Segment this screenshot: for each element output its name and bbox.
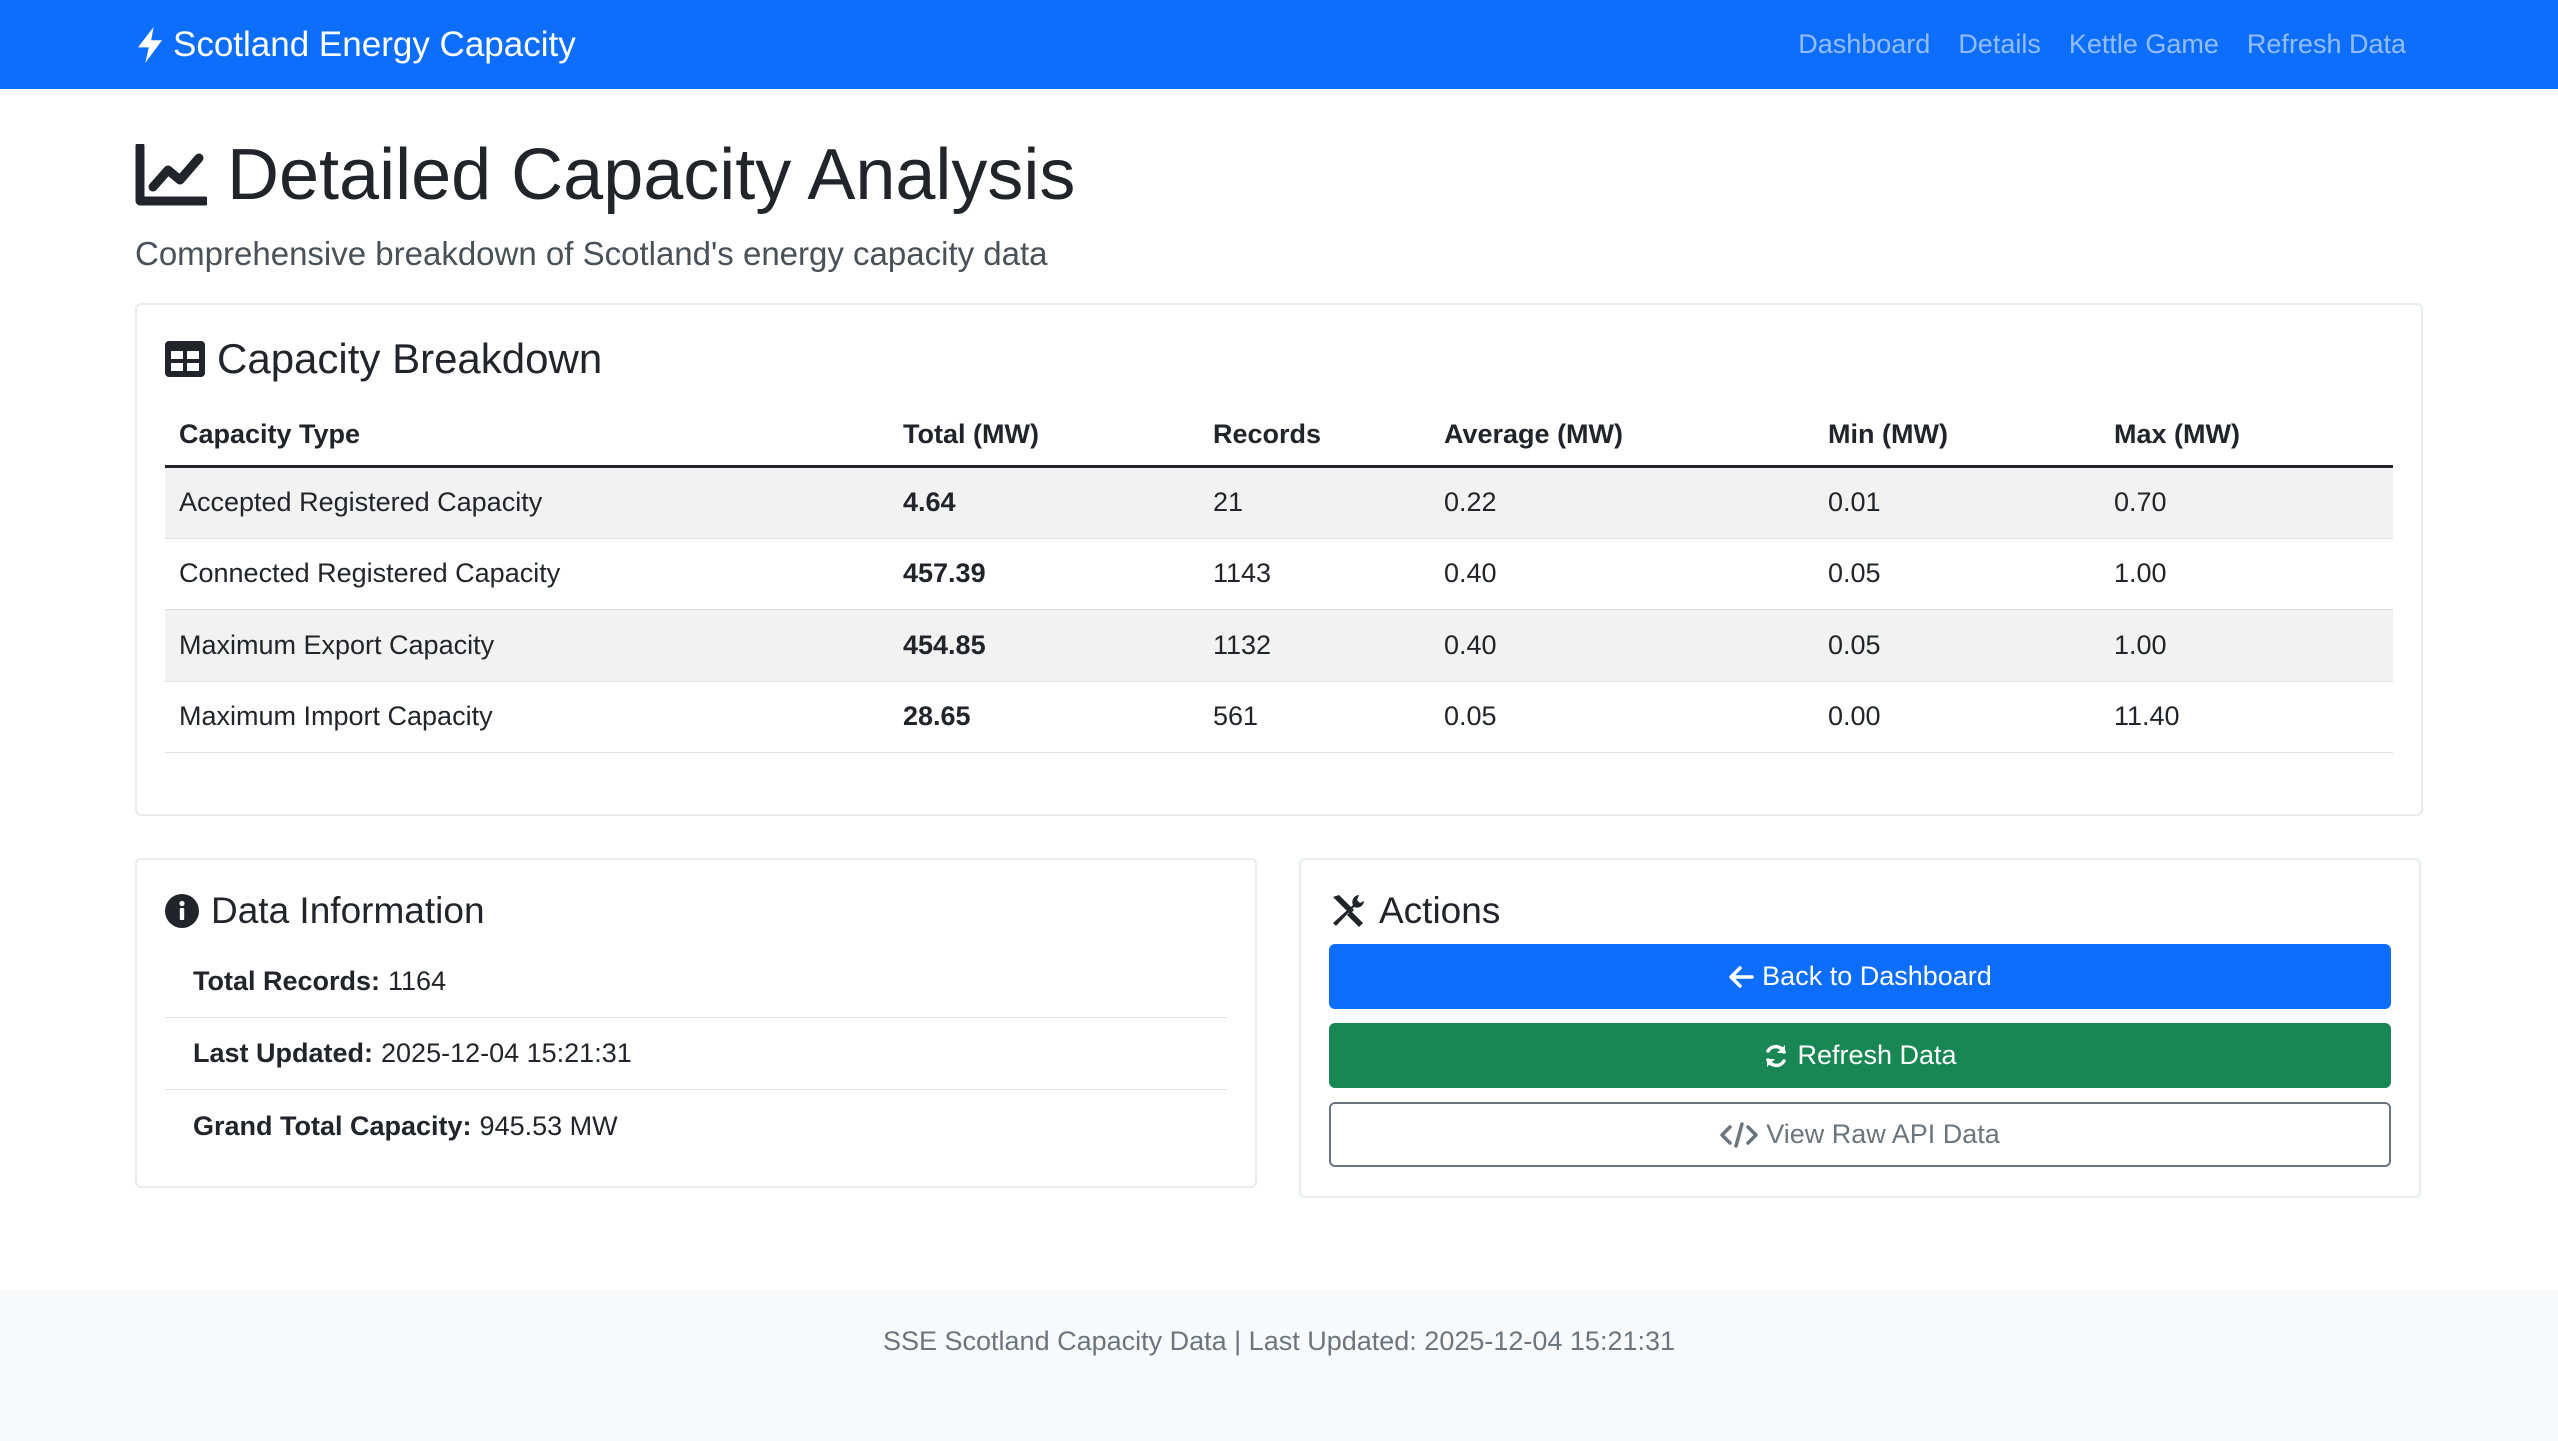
arrow-left-icon: [1729, 965, 1754, 988]
cell-min: 0.01: [1814, 466, 2100, 539]
column-header-records: Records: [1199, 405, 1430, 468]
bottom-row: Data Information Total Records: 1164 Las…: [135, 858, 2423, 1198]
table-icon: [165, 341, 205, 377]
cell-average: 0.05: [1430, 681, 1814, 753]
refresh-data-button[interactable]: Refresh Data: [1329, 1023, 2391, 1088]
breakdown-title-text: Capacity Breakdown: [217, 335, 603, 382]
column-header-max: Max (MW): [2100, 405, 2393, 468]
info-value: 945.53 MW: [479, 1110, 618, 1141]
table-row: Maximum Import Capacity 28.65 561 0.05 0…: [165, 681, 2393, 753]
column-header-average: Average (MW): [1430, 405, 1814, 468]
footer-text: SSE Scotland Capacity Data | Last Update…: [882, 1326, 1676, 1356]
cell-max: 0.70: [2100, 466, 2393, 539]
cell-capacity-type: Maximum Export Capacity: [165, 609, 889, 682]
back-button-label: Back to Dashboard: [1762, 961, 1992, 991]
breakdown-card-title: Capacity Breakdown: [165, 335, 2393, 383]
footer: SSE Scotland Capacity Data | Last Update…: [0, 1290, 2558, 1441]
view-raw-api-data-button[interactable]: View Raw API Data: [1329, 1102, 2391, 1167]
cell-capacity-type: Maximum Import Capacity: [165, 681, 889, 753]
cell-total: 454.85: [889, 609, 1199, 682]
info-item-total-records: Total Records: 1164: [165, 946, 1227, 1018]
raw-button-label: View Raw API Data: [1766, 1119, 2000, 1149]
cell-max: 1.00: [2100, 538, 2393, 610]
nav-link-dashboard[interactable]: Dashboard: [1798, 29, 1931, 59]
cell-total: 28.65: [889, 681, 1199, 753]
table-row: Connected Registered Capacity 457.39 114…: [165, 538, 2393, 610]
cell-records: 561: [1199, 681, 1430, 753]
brand-label: Scotland Energy Capacity: [173, 24, 576, 64]
info-value: 1164: [388, 966, 447, 996]
nav-link-details[interactable]: Details: [1958, 29, 2041, 59]
page-title: Detailed Capacity Analysis: [227, 135, 1076, 215]
line-chart-icon: [135, 144, 207, 206]
cell-capacity-type: Connected Registered Capacity: [165, 538, 889, 610]
cell-average: 0.40: [1430, 538, 1814, 610]
cell-records: 1143: [1199, 538, 1430, 610]
info-value: 2025-12-04 15:21:31: [381, 1038, 632, 1068]
info-item-last-updated: Last Updated: 2025-12-04 15:21:31: [165, 1018, 1227, 1090]
actions-card-title: Actions: [1329, 890, 2391, 932]
cell-total: 4.64: [889, 466, 1199, 539]
nav-link-kettle-game[interactable]: Kettle Game: [2068, 29, 2219, 59]
table-header-row: Capacity Type Total (MW) Records Average…: [165, 405, 2393, 468]
tools-icon: [1333, 895, 1364, 927]
column-header-min: Min (MW): [1814, 405, 2100, 468]
cell-records: 1132: [1199, 609, 1430, 682]
nav-links: Dashboard Details Kettle Game Refresh Da…: [1798, 29, 2406, 60]
info-circle-icon: [165, 894, 199, 928]
brand[interactable]: Scotland Energy Capacity: [135, 25, 576, 65]
info-label: Total Records:: [193, 966, 381, 996]
refresh-icon: [1766, 1044, 1787, 1067]
page-subtitle: Comprehensive breakdown of Scotland's en…: [135, 235, 1048, 272]
column-header-capacity-type: Capacity Type: [165, 405, 889, 468]
cell-max: 11.40: [2100, 681, 2393, 753]
lightning-bolt-icon: [138, 26, 162, 63]
info-label: Grand Total Capacity:: [193, 1110, 472, 1141]
actions-card: Actions Back to Dashboard Refresh Data: [1299, 858, 2421, 1198]
code-icon: [1720, 1121, 1758, 1148]
capacity-table: Capacity Type Total (MW) Records Average…: [165, 405, 2393, 753]
info-item-grand-total: Grand Total Capacity: 945.53 MW: [165, 1090, 1227, 1162]
info-list: Total Records: 1164 Last Updated: 2025-1…: [165, 946, 1227, 1162]
info-title-text: Data Information: [211, 890, 485, 931]
actions-title-text: Actions: [1379, 890, 1501, 931]
info-card-title: Data Information: [165, 890, 1227, 932]
refresh-button-label: Refresh Data: [1797, 1040, 1957, 1070]
cell-min: 0.00: [1814, 681, 2100, 753]
table-row: Maximum Export Capacity 454.85 1132 0.40…: [165, 609, 2393, 682]
cell-records: 21: [1199, 466, 1430, 539]
back-to-dashboard-button[interactable]: Back to Dashboard: [1329, 944, 2391, 1009]
cell-min: 0.05: [1814, 609, 2100, 682]
nav-link-refresh-data[interactable]: Refresh Data: [2246, 29, 2406, 59]
cell-average: 0.40: [1430, 609, 1814, 682]
page-header: Detailed Capacity Analysis: [135, 139, 2423, 211]
column-header-total: Total (MW): [889, 405, 1199, 468]
capacity-breakdown-card: Capacity Breakdown Capacity Type Total (…: [135, 303, 2423, 816]
cell-capacity-type: Accepted Registered Capacity: [165, 466, 889, 539]
table-row: Accepted Registered Capacity 4.64 21 0.2…: [165, 466, 2393, 539]
main-container: Detailed Capacity Analysis Comprehensive…: [0, 139, 2558, 1198]
cell-average: 0.22: [1430, 466, 1814, 539]
cell-min: 0.05: [1814, 538, 2100, 610]
info-label: Last Updated:: [193, 1038, 374, 1068]
cell-total: 457.39: [889, 538, 1199, 610]
data-information-card: Data Information Total Records: 1164 Las…: [135, 858, 1257, 1188]
navbar: Scotland Energy Capacity Dashboard Detai…: [0, 0, 2558, 89]
cell-max: 1.00: [2100, 609, 2393, 682]
